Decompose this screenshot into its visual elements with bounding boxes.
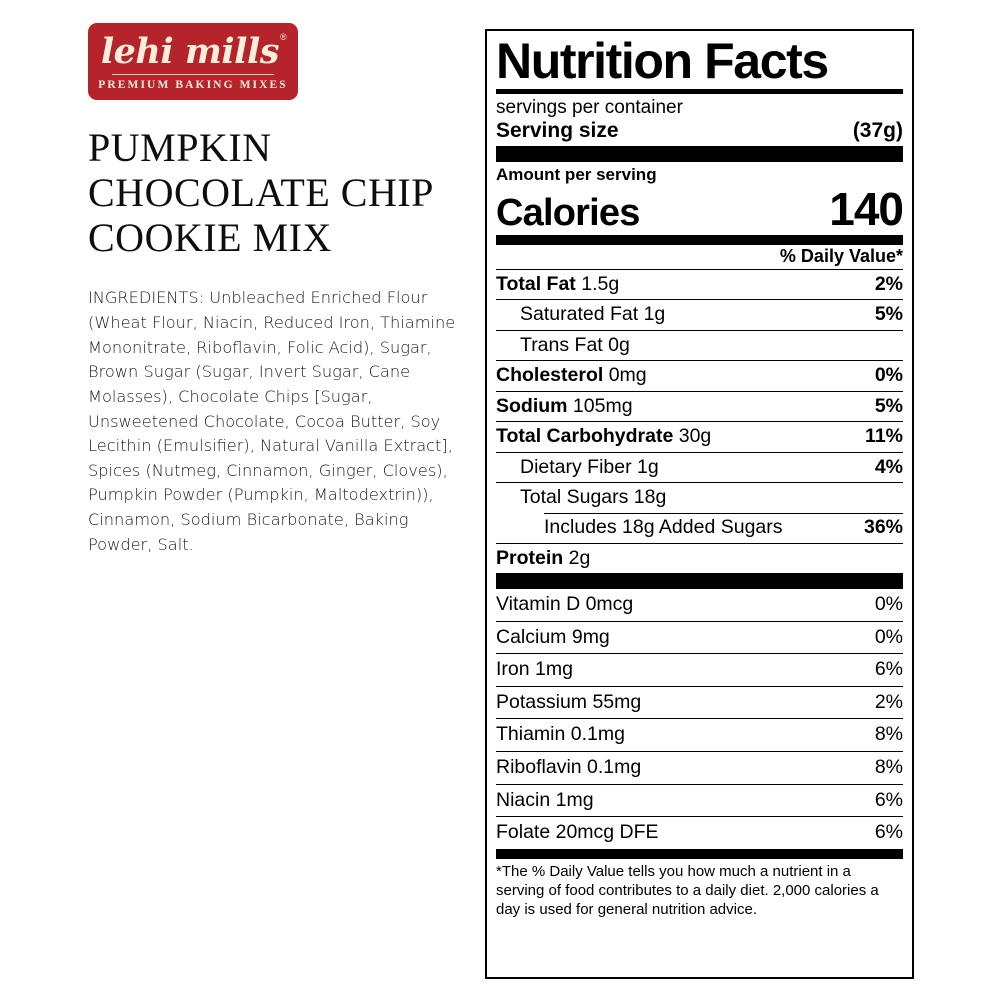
daily-value-header: % Daily Value* (779, 245, 903, 266)
nutrient-row: Cholesterol 0mg 0% (496, 360, 903, 391)
nutrient-name: Sodium 105mg (496, 394, 633, 417)
nutrient-row: Saturated Fat 1g 5% (496, 299, 903, 330)
micronutrient-separator-bar (496, 573, 903, 590)
nutrient-name: Total Sugars 18g (520, 486, 667, 509)
micronutrient-row: Riboflavin 0.1mg 8% (496, 750, 903, 784)
nutrient-row: Protein 2g (496, 542, 903, 574)
serving-separator-bar (496, 146, 903, 163)
daily-value-footnote: *The % Daily Value tells you how much a … (496, 862, 879, 919)
micronutrient-daily-value: 0% (874, 625, 903, 648)
serving-size-label: Serving size (496, 119, 619, 143)
micronutrient-daily-value: 8% (874, 723, 903, 746)
nutrient-row: Total Sugars 18g (496, 482, 903, 513)
micronutrient-row: Folate 20mcg DFE 6% (496, 816, 903, 849)
brand-tagline: PREMIUM BAKING MIXES (98, 79, 288, 91)
micronutrient-daily-value: 2% (874, 690, 903, 713)
product-title: PUMPKIN CHOCOLATE CHIP COOKIE MIX (88, 125, 488, 260)
micronutrient-row: Vitamin D 0mcg 0% (496, 589, 903, 621)
nutrient-daily-value: 5% (874, 394, 903, 417)
nutrient-daily-value: 5% (874, 303, 903, 326)
registered-trademark-icon: ® (279, 32, 287, 43)
nutrient-row: Includes 18g Added Sugars 36% (496, 513, 903, 543)
nutrient-row: Sodium 105mg 5% (496, 390, 903, 422)
calories-value: 140 (829, 182, 904, 235)
nutrition-facts-title: Nutrition Facts (496, 33, 829, 89)
title-separator (496, 88, 903, 94)
product-title-line-3: COOKIE MIX (88, 214, 332, 260)
nutrient-daily-value: 0% (874, 364, 903, 387)
ingredients-text: INGREDIENTS: Unbleached Enriched Flour (… (88, 288, 456, 554)
micronutrient-daily-value: 6% (874, 788, 903, 811)
micronutrient-row: Calcium 9mg 0% (496, 620, 903, 654)
nutrient-daily-value: 2% (874, 272, 903, 295)
micronutrient-daily-value: 6% (874, 821, 903, 844)
nutrient-daily-value: 36% (863, 516, 903, 539)
micronutrient-row: Iron 1mg 6% (496, 653, 903, 686)
brand-wordmark: lehi mills® (100, 31, 287, 72)
nutrient-name: Protein 2g (496, 546, 591, 569)
nutrient-row: Total Fat 1.5g 2% (496, 268, 903, 300)
nutrient-row: Total Carbohydrate 30g 11% (496, 421, 903, 452)
lehi-mills-logo: lehi mills® PREMIUM BAKING MIXES (88, 23, 298, 100)
calories-row: Calories 140 (496, 182, 904, 235)
nutrient-name: Total Fat 1.5g (496, 272, 620, 295)
footnote-separator-bar (496, 848, 903, 859)
micronutrient-daily-value: 6% (874, 658, 903, 681)
calories-label: Calories (496, 191, 640, 234)
micronutrient-name: Potassium 55mg (496, 690, 642, 713)
servings-per-container: servings per container (496, 96, 683, 118)
nutrient-name: Cholesterol 0mg (496, 364, 647, 387)
nutrient-name: Total Carbohydrate 30g (496, 425, 712, 448)
calories-separator-bar (496, 234, 903, 245)
product-title-line-1: PUMPKIN (88, 125, 272, 170)
micronutrient-rows: Vitamin D 0mcg 0% Calcium 9mg 0% Iron 1mg 6% P… (496, 589, 903, 849)
nutrient-name: Trans Fat 0g (520, 333, 630, 356)
serving-size-row: Serving size (37g) (496, 119, 903, 146)
product-title-line-2: CHOCOLATE CHIP (88, 169, 434, 215)
nutrient-row: Trans Fat 0g (496, 329, 903, 361)
logo-divider (112, 74, 274, 75)
nutrient-rows: Total Fat 1.5g 2% Saturated Fat 1g 5% Trans … (496, 268, 903, 574)
nutrient-row: Dietary Fiber 1g 4% (496, 451, 903, 483)
nutrition-facts-panel: Nutrition Facts servings per container S… (485, 29, 914, 979)
product-info-column: lehi mills® PREMIUM BAKING MIXES PUMPKIN… (88, 23, 480, 557)
nutrient-daily-value: 4% (874, 455, 903, 478)
micronutrient-name: Calcium 9mg (496, 625, 610, 648)
serving-size-value: (37g) (852, 119, 903, 143)
micronutrient-row: Thiamin 0.1mg 8% (496, 718, 903, 751)
micronutrient-row: Potassium 55mg 2% (496, 685, 903, 719)
nutrient-name: Dietary Fiber 1g (520, 455, 659, 478)
brand-name: lehi mills (100, 31, 280, 72)
micronutrient-name: Folate 20mcg DFE (496, 821, 659, 844)
micronutrient-name: Iron 1mg (496, 658, 573, 681)
micronutrient-daily-value: 0% (874, 593, 903, 616)
nutrient-name: Includes 18g Added Sugars (544, 516, 783, 539)
micronutrient-name: Vitamin D 0mcg (496, 593, 634, 616)
micronutrient-row: Niacin 1mg 6% (496, 783, 903, 817)
micronutrient-daily-value: 8% (874, 755, 903, 778)
micronutrient-name: Niacin 1mg (496, 788, 594, 811)
nutrient-daily-value: 11% (865, 425, 903, 448)
nutrient-name: Saturated Fat 1g (520, 303, 666, 326)
micronutrient-name: Thiamin 0.1mg (496, 723, 625, 746)
micronutrient-name: Riboflavin 0.1mg (496, 755, 642, 778)
amount-per-serving-label: Amount per serving (496, 165, 657, 185)
